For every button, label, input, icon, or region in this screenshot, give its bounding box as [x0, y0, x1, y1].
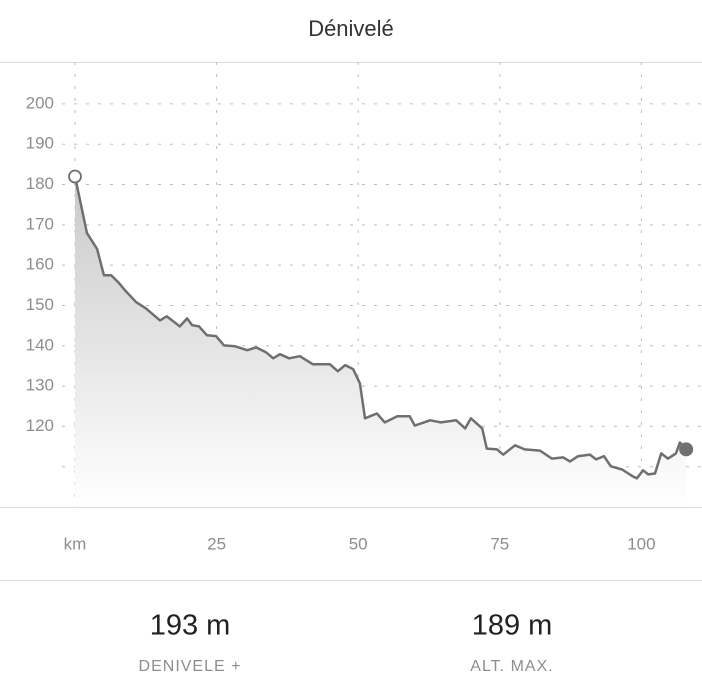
x-tick-label: 25: [207, 534, 226, 553]
y-tick-label: 140: [26, 335, 54, 354]
end-marker: [679, 442, 694, 457]
x-tick-label: km: [64, 534, 87, 553]
stat-value: 189 m: [472, 610, 553, 642]
y-tick-label: 130: [26, 376, 54, 395]
start-marker: [68, 169, 82, 184]
y-tick-label: 170: [26, 214, 54, 233]
x-tick-label: 50: [349, 534, 368, 553]
x-tick-label: 100: [627, 534, 655, 553]
stat-label: DENIVELE +: [139, 658, 242, 675]
line: [73, 176, 688, 480]
y-tick-label: 120: [26, 416, 54, 435]
y-tick-label: 180: [26, 174, 54, 193]
y-tick-label: 150: [26, 295, 54, 314]
y-tick-label: 160: [26, 255, 54, 274]
y-tick-label: 190: [26, 134, 54, 153]
stat-value: 193 m: [150, 610, 231, 642]
x-tick-label: 75: [490, 534, 509, 553]
area: [75, 176, 687, 507]
chart-title: Dénivelé: [308, 16, 394, 41]
stat-label: ALT. MAX.: [470, 658, 553, 675]
y-tick-label: 200: [26, 93, 54, 112]
